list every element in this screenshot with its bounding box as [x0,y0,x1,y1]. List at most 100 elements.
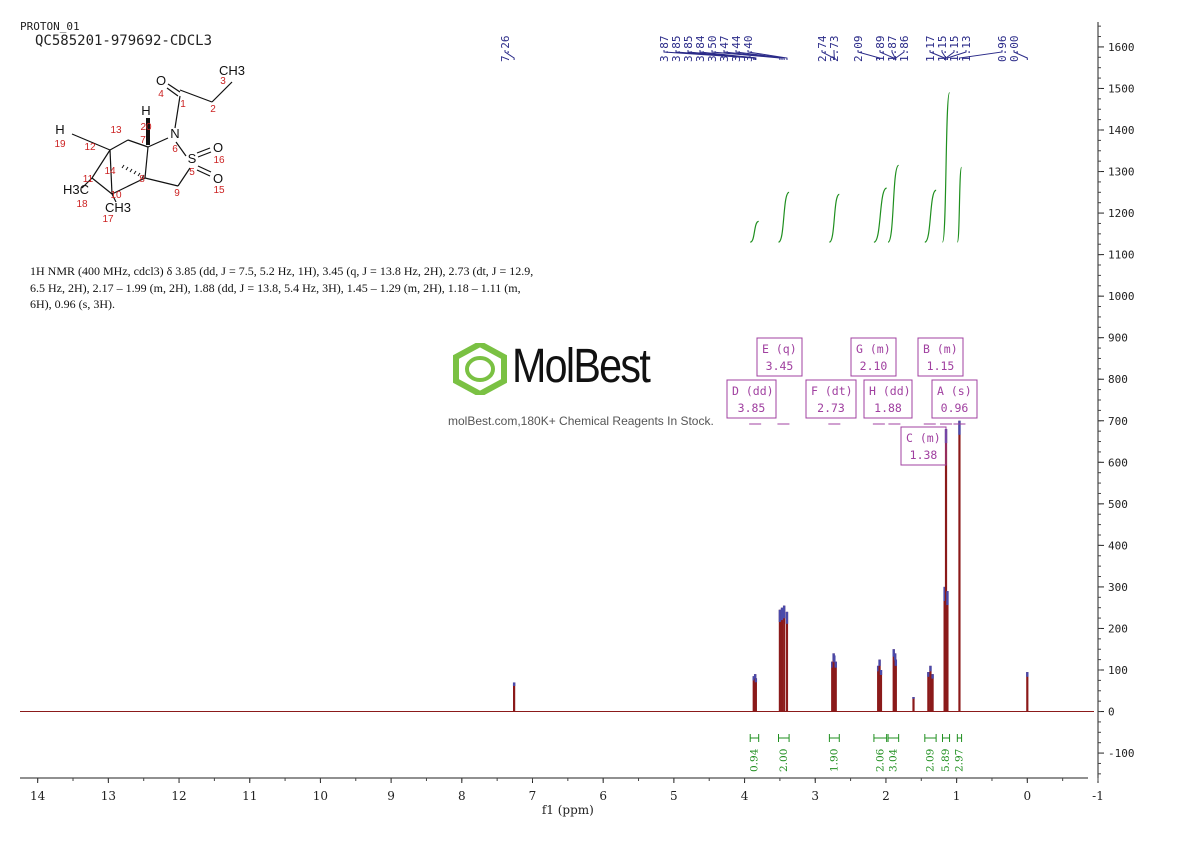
structure-atom-number: 2 [210,104,216,115]
structure-atom-number: 6 [172,144,178,155]
structure-bond [196,147,211,154]
structure-bond [121,164,125,169]
structure-atom-label: H3C [63,182,89,197]
y-tick-label: 600 [1108,456,1128,469]
x-tick-label: 0 [1023,789,1031,803]
structure-atom-label: O [213,140,223,155]
multiplet-value: 2.73 [817,401,845,415]
peak-label-connector [735,50,785,60]
structure-bond [144,177,179,187]
multiplet-box [917,337,964,377]
peak-shift-label: 7.26 [499,36,512,63]
structure-bond [177,167,191,187]
nmr-description-line-2: 6.5 Hz, 2H), 2.17 – 1.99 (m, 2H), 1.88 (… [30,280,521,295]
chemical-structure: O41 2CH33N6H207S5O16O15981312H19141110H3C… [54,63,245,225]
x-tick-label: 10 [313,789,328,803]
nmr-description: 1H NMR (400 MHz, cdcl3) δ 3.85 (dd, J = … [30,263,590,313]
integral-value: 2.06 [874,748,886,772]
x-tick-label: 6 [599,789,607,803]
peak-label-connector [857,50,881,60]
structure-atom-number: 5 [189,167,195,178]
y-tick-label: 900 [1108,332,1128,345]
integral-value: 3.04 [887,748,899,772]
multiplet-box [931,379,978,419]
multiplet-value: 0.96 [941,401,969,415]
structure-bond [133,170,137,175]
structure-bond [196,169,211,177]
peak-label-connector [747,50,788,60]
multiplet-value: 2.10 [860,359,888,373]
structure-bond [71,133,111,151]
nmr-description-line-1: 1H NMR (400 MHz, cdcl3) δ 3.85 (dd, J = … [30,264,534,278]
structure-bond [175,141,187,157]
x-tick-label: 1 [953,789,961,803]
multiplet-box [756,337,803,377]
structure-bond [111,177,146,195]
multiplet-box [900,426,947,466]
structure-atom-number: 7 [140,135,146,146]
structure-atom-label: N [170,126,179,141]
peak-shift-label: 0.00 [1008,36,1021,63]
hexagon-logo-icon [453,343,507,395]
peak-label-connector [929,50,946,60]
integral-value: 2.09 [924,749,936,772]
structure-bond [141,174,145,179]
multiplet-label: E (q) [762,342,797,356]
peak-shift-label: 1.15 [936,36,949,63]
peak-shift-label: 1.86 [898,36,911,63]
multiplet-value: 3.45 [766,359,794,373]
brand-tagline: molBest.com,180K+ Chemical Reagents In S… [448,414,714,428]
peak-label-connector [946,50,967,60]
structure-atom-number: 14 [104,166,116,177]
structure-bond [197,151,212,158]
peak-label-connector [879,50,895,60]
peak-label-connector [895,50,905,60]
peak-label-connector [958,50,1003,60]
y-tick-label: 1100 [1108,249,1135,262]
peak-label-connector [504,50,515,60]
peak-shift-label: 2.73 [828,36,841,63]
structure-bond [109,149,113,195]
peak-shift-label: 3.85 [670,36,683,63]
x-tick-label: 4 [741,789,749,803]
x-tick-label: 9 [387,789,395,803]
structure-bond [174,95,181,129]
structure-atom-number: 11 [83,174,94,185]
y-tick-label: 1000 [1108,290,1135,303]
peak-shift-label: 3.40 [742,36,755,63]
peak-shift-label: 1.13 [960,36,973,63]
y-tick-label: 200 [1108,622,1128,635]
structure-bond [81,177,93,189]
peak-shift-label: 1.89 [874,36,887,63]
multiplet-value: 1.15 [927,359,955,373]
integral-curve [873,187,888,243]
peak-label-connector [945,50,955,60]
peak-shift-label: 3.87 [658,36,671,63]
peak-shift-label: 2.09 [852,36,865,63]
integral-value: 5.89 [940,749,952,772]
multiplet-label: G (m) [856,342,891,356]
structure-bond [91,149,111,179]
structure-bond [179,89,213,103]
y-tick-label: 700 [1108,415,1128,428]
x-tick-label: 7 [529,789,537,803]
structure-bond [167,83,181,93]
multiplet-label: A (s) [937,384,972,398]
multiplet-label: C (m) [906,431,941,445]
multiplet-box [805,379,857,419]
structure-bond [109,139,129,151]
peak-shift-label: 3.47 [718,36,731,63]
y-tick-label: 1300 [1108,166,1135,179]
x-tick-label: 2 [882,789,890,803]
x-tick-label: 13 [101,789,116,803]
structure-atom-label: CH3 [105,200,131,215]
y-tick-label: 1400 [1108,124,1135,137]
brand-name: MolBest [512,340,651,393]
x-tick-label: 5 [670,789,678,803]
structure-atom-label: CH3 [219,63,245,78]
sample-id-label: QC585201-979692-CDCL3 [35,33,213,49]
multiplet-label: F (dt) [811,384,853,398]
integral-value: 2.00 [778,749,790,772]
